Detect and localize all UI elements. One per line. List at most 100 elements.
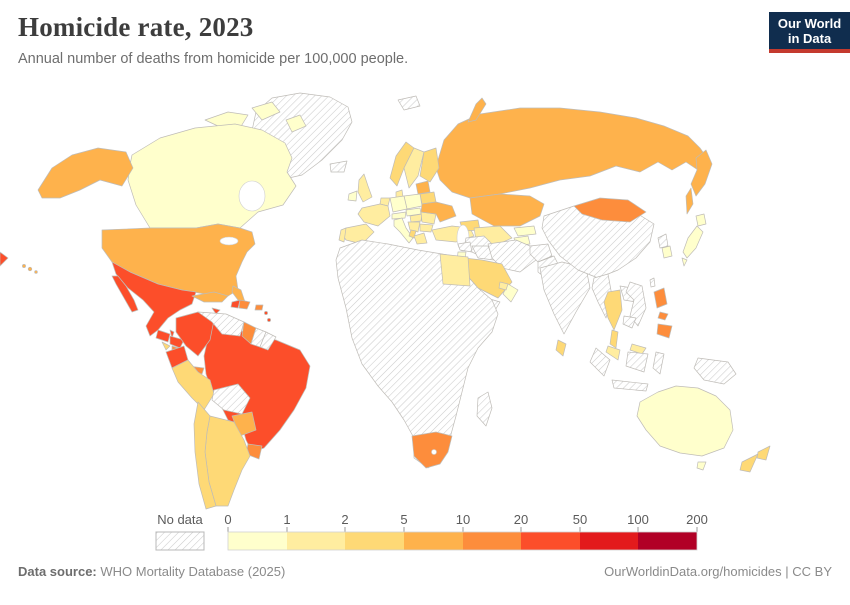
country-french-guiana[interactable] xyxy=(259,331,277,351)
no-data-label: No data xyxy=(157,512,203,527)
country-uae[interactable] xyxy=(498,281,509,291)
indonesia-sumatra[interactable] xyxy=(589,347,611,377)
canada-arctic-island-3[interactable] xyxy=(285,114,307,133)
country-north-korea[interactable] xyxy=(657,233,669,249)
country-mongolia[interactable] xyxy=(573,197,647,223)
country-south-africa[interactable] xyxy=(411,431,453,469)
country-jamaica[interactable] xyxy=(211,307,221,315)
legend-bin-5-10[interactable] xyxy=(404,532,463,550)
country-cuba[interactable] xyxy=(191,291,229,303)
country-afghanistan[interactable] xyxy=(529,243,553,263)
legend-bin-1-2[interactable] xyxy=(287,532,345,550)
country-ireland[interactable] xyxy=(347,190,358,202)
country-portugal[interactable] xyxy=(338,227,347,243)
us-hawaii-1[interactable] xyxy=(22,264,26,268)
legend-bin-10-20[interactable] xyxy=(463,532,521,550)
legend-bin-2-5[interactable] xyxy=(345,532,404,550)
country-svalbard[interactable] xyxy=(397,95,421,111)
baltic-states[interactable] xyxy=(415,180,431,195)
indonesia-sulawesi[interactable] xyxy=(652,351,665,375)
country-puerto-rico[interactable] xyxy=(254,304,264,311)
country-mexico[interactable] xyxy=(111,261,197,337)
russia-sakhalin[interactable] xyxy=(685,187,694,215)
philippines-luzon[interactable] xyxy=(653,287,668,309)
legend-bin-100-200[interactable] xyxy=(638,532,697,550)
chart-subtitle: Annual number of deaths from homicide pe… xyxy=(18,51,409,67)
country-papua-new-guinea[interactable] xyxy=(693,357,737,385)
russia-novaya-zemlya[interactable] xyxy=(467,97,487,123)
country-haiti[interactable] xyxy=(230,299,241,309)
country-thailand[interactable] xyxy=(603,289,623,331)
country-malaysia[interactable] xyxy=(605,345,621,361)
indonesia-java[interactable] xyxy=(611,379,649,392)
country-syria[interactable] xyxy=(457,241,473,253)
balkans[interactable] xyxy=(407,221,421,233)
thailand-peninsula[interactable] xyxy=(609,329,619,349)
country-france[interactable] xyxy=(357,203,391,227)
country-madagascar[interactable] xyxy=(476,391,493,427)
us-hawaii-2[interactable] xyxy=(27,266,33,272)
country-ukraine[interactable] xyxy=(420,201,457,223)
legend-bar-outline xyxy=(227,531,698,551)
country-sri-lanka[interactable] xyxy=(555,339,567,357)
footer-link[interactable]: OurWorldinData.org/homicides | CC BY xyxy=(604,564,832,579)
country-bulgaria[interactable] xyxy=(419,223,434,233)
australia-tasmania[interactable] xyxy=(696,461,707,471)
country-united-kingdom[interactable] xyxy=(357,173,373,203)
us-hawaii-3[interactable] xyxy=(34,270,38,274)
country-kazakhstan[interactable] xyxy=(469,193,545,227)
country-russia[interactable] xyxy=(435,107,708,199)
canada-arctic-island-2[interactable] xyxy=(251,101,281,121)
indonesia-borneo[interactable] xyxy=(625,351,649,373)
country-south-korea[interactable] xyxy=(661,245,673,259)
us-florida[interactable] xyxy=(231,285,246,303)
country-belize[interactable] xyxy=(169,329,175,339)
no-data-swatch[interactable] xyxy=(155,531,205,551)
country-finland[interactable] xyxy=(419,147,440,183)
country-egypt[interactable] xyxy=(439,253,471,287)
country-dominican-republic[interactable] xyxy=(238,299,251,310)
country-el-salvador[interactable] xyxy=(161,341,171,351)
country-kyrgyzstan[interactable] xyxy=(513,225,537,237)
legend-bin-20-50[interactable] xyxy=(521,532,580,550)
country-iceland[interactable] xyxy=(329,160,348,173)
country-india[interactable] xyxy=(539,261,591,335)
page-title: Homicide rate, 2023 xyxy=(18,12,254,42)
japan-kyushu[interactable] xyxy=(681,257,688,267)
mexico-baja[interactable] xyxy=(111,275,139,313)
country-canada[interactable] xyxy=(127,123,297,229)
map-edge-fragment xyxy=(0,251,9,267)
new-zealand-north[interactable] xyxy=(756,445,771,461)
country-taiwan[interactable] xyxy=(649,277,656,288)
owid-logo[interactable]: Our World in Data xyxy=(769,12,850,53)
japan-hokkaido[interactable] xyxy=(695,213,707,227)
country-japan[interactable] xyxy=(682,225,704,259)
country-italy[interactable] xyxy=(393,217,414,244)
us-alaska[interactable] xyxy=(37,147,134,199)
owid-logo-line1: Our World xyxy=(777,16,842,31)
country-germany[interactable] xyxy=(389,195,408,213)
country-lesotho[interactable] xyxy=(431,449,437,455)
country-hungary[interactable] xyxy=(409,213,423,223)
new-zealand-south[interactable] xyxy=(739,453,759,473)
legend-tick-200: 200 xyxy=(686,512,708,527)
country-venezuela[interactable] xyxy=(197,311,245,337)
philippines-visayas[interactable] xyxy=(657,311,669,321)
legend-bin-0-1[interactable] xyxy=(228,532,287,550)
legend-bin-50-100[interactable] xyxy=(580,532,638,550)
lesser-antilles-2[interactable] xyxy=(267,318,271,322)
legend-tick-10: 10 xyxy=(456,512,470,527)
country-chile[interactable] xyxy=(193,401,217,510)
switzerland-austria[interactable] xyxy=(391,211,407,220)
country-greece[interactable] xyxy=(413,232,428,245)
country-guatemala[interactable] xyxy=(155,329,171,343)
lesser-antilles-1[interactable] xyxy=(264,311,268,315)
country-sweden[interactable] xyxy=(403,147,425,189)
canada-arctic-island-1[interactable] xyxy=(204,111,249,129)
country-australia[interactable] xyxy=(636,385,734,457)
country-cambodia[interactable] xyxy=(622,315,637,329)
philippines-mindanao[interactable] xyxy=(656,323,673,339)
russia-kamchatka[interactable] xyxy=(690,149,713,197)
